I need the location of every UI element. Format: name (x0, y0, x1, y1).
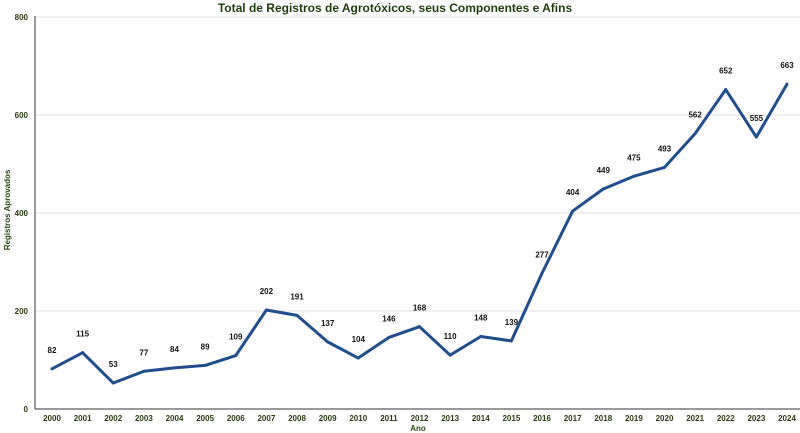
data-point (203, 363, 207, 367)
data-point (479, 334, 483, 338)
data-point (81, 351, 85, 355)
data-label: 555 (750, 114, 764, 123)
data-label: 148 (474, 313, 488, 322)
x-tick-label: 2015 (502, 414, 520, 423)
data-label: 146 (382, 314, 396, 323)
x-tick-label: 2000 (43, 414, 61, 423)
data-point (50, 367, 54, 371)
data-point (540, 271, 544, 275)
data-point (571, 209, 575, 213)
x-tick-label: 2002 (104, 414, 122, 423)
data-label: 115 (76, 330, 89, 339)
x-tick-label: 2005 (196, 414, 214, 423)
data-point (142, 369, 146, 373)
x-tick-label: 2014 (472, 414, 490, 423)
x-tick-label: 2023 (747, 414, 765, 423)
x-tick-label: 2022 (717, 414, 735, 423)
data-label: 84 (170, 345, 179, 354)
data-label: 493 (658, 144, 672, 153)
x-tick-label: 2016 (533, 414, 551, 423)
data-point (264, 308, 268, 312)
y-tick-label: 200 (15, 307, 29, 316)
data-label: 449 (597, 166, 611, 175)
data-label: 562 (688, 111, 702, 120)
data-label: 89 (201, 342, 210, 351)
data-point (387, 335, 391, 339)
data-label: 475 (627, 153, 641, 162)
x-tick-label: 2011 (380, 414, 398, 423)
x-tick-label: 2004 (166, 414, 184, 423)
x-tick-label: 2010 (349, 414, 367, 423)
x-tick-label: 2008 (288, 414, 306, 423)
data-point (356, 356, 360, 360)
x-tick-label: 2020 (656, 414, 674, 423)
x-tick-label: 2018 (594, 414, 612, 423)
x-tick-label: 2012 (411, 414, 429, 423)
data-point (111, 381, 115, 385)
data-label: 277 (535, 250, 549, 259)
data-label: 139 (505, 318, 519, 327)
data-point (601, 187, 605, 191)
x-tick-label: 2006 (227, 414, 245, 423)
data-point (724, 88, 728, 92)
x-tick-label: 2001 (74, 414, 92, 423)
data-label: 137 (321, 319, 335, 328)
data-point (173, 366, 176, 370)
data-point (448, 353, 452, 357)
x-tick-label: 2007 (257, 414, 275, 423)
data-point (295, 313, 299, 317)
data-label: 110 (444, 332, 457, 341)
data-point (418, 325, 421, 329)
x-tick-label: 2021 (686, 414, 704, 423)
x-tick-label: 2019 (625, 414, 643, 423)
chart-title: Total de Registros de Agrotóxicos, seus … (218, 1, 573, 15)
data-label: 53 (109, 360, 118, 369)
data-label: 191 (290, 292, 304, 301)
x-tick-label: 2009 (319, 414, 337, 423)
data-point (326, 340, 330, 344)
y-tick-label: 600 (15, 111, 29, 120)
data-label: 168 (413, 304, 427, 313)
x-tick-label: 2024 (778, 414, 796, 423)
x-axis-label: Ano (410, 424, 426, 433)
data-label: 109 (229, 333, 243, 342)
y-axis-label: Registros Aprovados (3, 169, 12, 250)
x-tick-label: 2003 (135, 414, 153, 423)
data-point (663, 165, 666, 169)
data-point (785, 82, 789, 86)
data-label: 652 (719, 67, 733, 76)
data-point (632, 174, 636, 178)
data-label: 663 (780, 61, 794, 70)
y-tick-label: 800 (15, 13, 29, 22)
x-tick-label: 2013 (441, 414, 459, 423)
y-tick-label: 400 (15, 209, 29, 218)
data-point (234, 354, 238, 358)
data-label: 202 (260, 287, 274, 296)
data-label: 104 (352, 335, 366, 344)
data-label: 404 (566, 188, 580, 197)
data-label: 82 (48, 346, 57, 355)
data-point (693, 132, 697, 136)
y-tick-label: 0 (24, 405, 29, 414)
series-line (51, 83, 789, 385)
data-point (509, 339, 513, 343)
data-point (754, 135, 758, 139)
data-label: 77 (139, 348, 148, 357)
x-tick-label: 2017 (564, 414, 582, 423)
